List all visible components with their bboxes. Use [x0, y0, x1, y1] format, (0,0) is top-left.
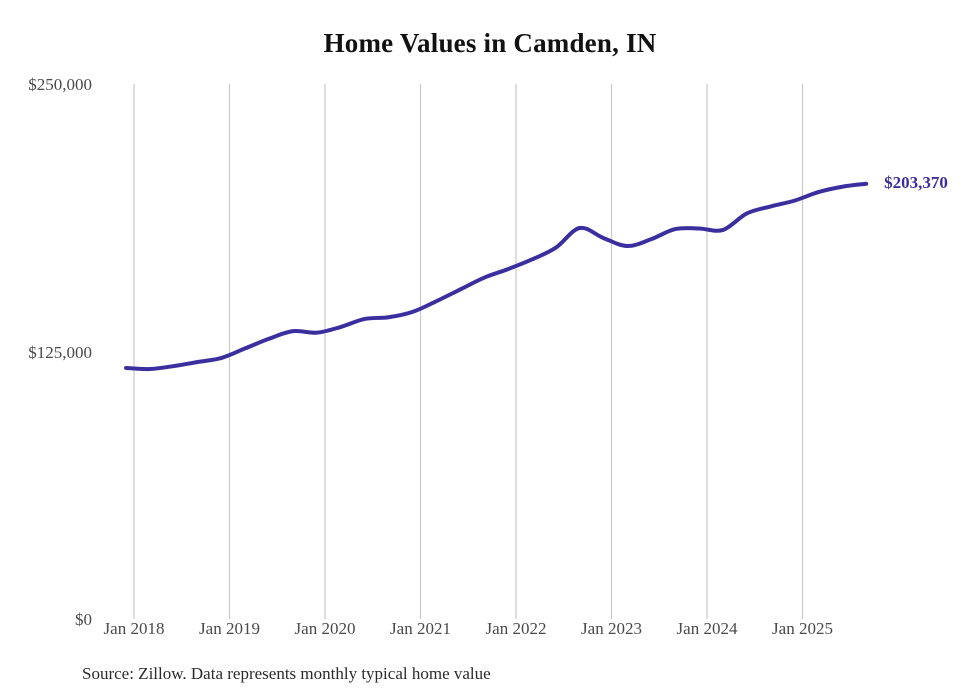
chart-title: Home Values in Camden, IN [323, 28, 657, 58]
gridlines [133, 84, 804, 619]
x-axis-tick-label-jan-2022: Jan 2022 [485, 619, 547, 638]
x-axis-tick-label-jan-2025: Jan 2025 [772, 619, 833, 638]
y-axis-tick-label-125000: $125,000 [28, 343, 92, 362]
series-end-value-label: $203,370 [884, 172, 948, 192]
x-axis-tick-label-jan-2023: Jan 2023 [581, 619, 642, 638]
source-note: Source: Zillow. Data represents monthly … [82, 664, 491, 683]
x-axis-tick-label-jan-2019: Jan 2019 [199, 619, 260, 638]
y-axis-tick-label-0: $0 [75, 610, 92, 629]
data-line-typical-home-value [124, 181, 869, 372]
x-axis-tick-label-jan-2021: Jan 2021 [390, 619, 451, 638]
y-axis-tick-label-250000: $250,000 [28, 75, 92, 94]
x-axis-tick-label-jan-2020: Jan 2020 [294, 619, 356, 638]
x-axis-tick-label-jan-2018: Jan 2018 [103, 619, 165, 638]
x-axis-tick-label-jan-2024: Jan 2024 [676, 619, 738, 638]
